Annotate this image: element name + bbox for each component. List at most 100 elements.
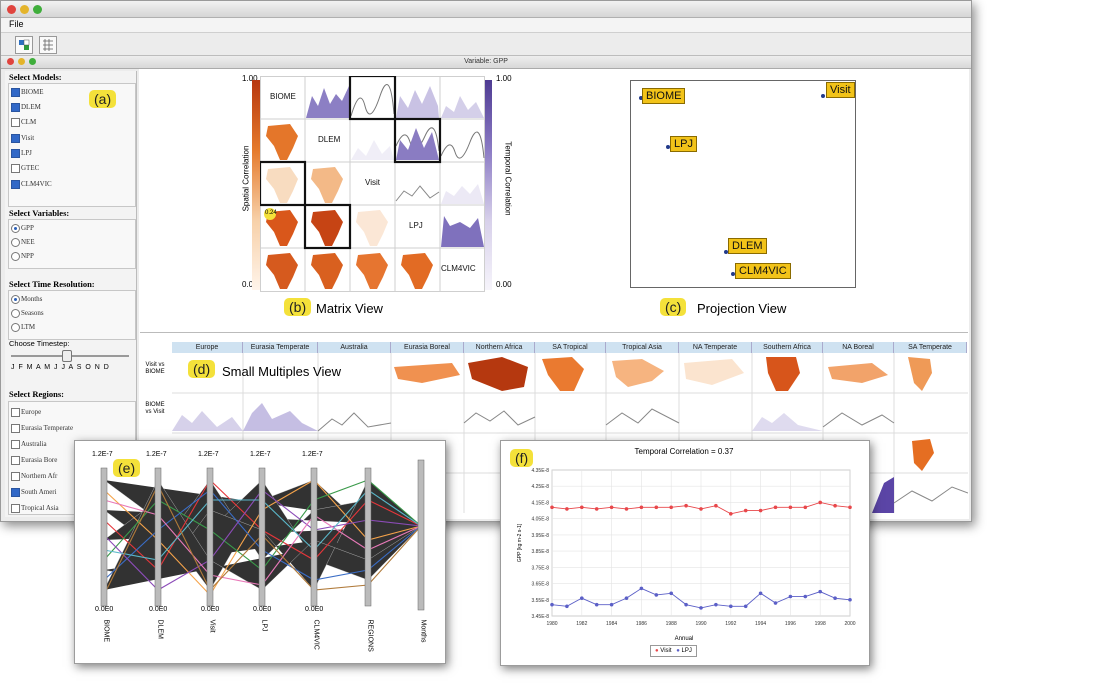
close-subwindow-button[interactable] xyxy=(7,58,14,65)
checkbox[interactable] xyxy=(11,456,20,465)
radio[interactable] xyxy=(11,323,20,332)
checkbox[interactable] xyxy=(11,488,20,497)
model-option[interactable]: CLM4VIC xyxy=(11,180,52,189)
region-option[interactable]: Europe xyxy=(11,408,41,417)
minimize-window-button[interactable] xyxy=(20,5,29,14)
region-header[interactable]: Eurasia Temperate xyxy=(243,342,318,353)
regions-heading: Select Regions: xyxy=(9,389,65,399)
region-header[interactable]: Australia xyxy=(318,342,391,353)
data-point-lpj xyxy=(818,589,822,594)
region-header[interactable]: Europe xyxy=(172,342,243,353)
region-header[interactable]: NA Boreal xyxy=(823,342,894,353)
checkbox[interactable] xyxy=(11,164,20,173)
time-option[interactable]: LTM xyxy=(11,323,35,332)
radio[interactable] xyxy=(11,252,20,261)
region-header[interactable]: NA Temperate xyxy=(679,342,752,353)
region-header[interactable]: Northern Africa xyxy=(464,342,535,353)
title-bar xyxy=(1,1,971,18)
file-menu[interactable]: File xyxy=(9,19,24,29)
time-heading: Select Time Resolution: xyxy=(9,279,95,289)
matrix-label-visit: Visit xyxy=(365,178,380,187)
checkbox[interactable] xyxy=(11,472,20,481)
region-option[interactable]: Australia xyxy=(11,440,47,449)
chart-legend: ● Visit ● LPJ xyxy=(650,645,697,657)
selected-cell-box[interactable] xyxy=(393,117,442,164)
timestep-slider-handle[interactable] xyxy=(62,350,72,362)
checkbox[interactable] xyxy=(11,408,20,417)
region-option[interactable]: Eurasia Bore xyxy=(11,456,57,465)
temporal-color-scale xyxy=(484,80,492,290)
radio[interactable] xyxy=(11,295,20,304)
row-label: Visit vs BIOME xyxy=(145,362,165,375)
checkbox[interactable] xyxy=(11,504,20,513)
region-header[interactable]: Southern Africa xyxy=(752,342,823,353)
zoom-subwindow-button[interactable] xyxy=(29,58,36,65)
region-option[interactable]: Tropical Asia xyxy=(11,504,59,513)
projection-label-dlem[interactable]: DLEM xyxy=(728,238,767,254)
selected-cell-box[interactable] xyxy=(348,76,397,121)
y-tick-label: 3.65E-8 xyxy=(531,582,549,588)
model-option[interactable]: LPJ xyxy=(11,149,32,158)
y-tick-label: 3.95E-8 xyxy=(531,533,549,539)
variable-option[interactable]: GPP xyxy=(11,224,34,233)
checkbox[interactable] xyxy=(11,118,20,127)
temporal-sparkline xyxy=(441,184,484,204)
model-option[interactable]: BIOME xyxy=(11,88,44,97)
x-tick-label: 1988 xyxy=(666,621,677,627)
americas-map xyxy=(401,253,433,289)
radio[interactable] xyxy=(11,238,20,247)
minimize-subwindow-button[interactable] xyxy=(18,58,25,65)
checkbox[interactable] xyxy=(11,103,20,112)
time-group: Months Seasons LTM xyxy=(8,290,136,340)
model-option[interactable]: CLM xyxy=(11,118,36,127)
region-header[interactable]: Eurasia Boreal xyxy=(391,342,464,353)
projection-label-lpj[interactable]: LPJ xyxy=(670,136,697,152)
scale-max-left: 1.00 xyxy=(242,74,258,83)
region-header[interactable]: SA Tropical xyxy=(535,342,606,353)
checkbox[interactable] xyxy=(11,149,20,158)
data-point-lpj xyxy=(580,596,584,600)
axis-label-months: Months xyxy=(419,619,427,643)
model-option[interactable]: GTEC xyxy=(11,164,39,173)
colormap-tool-button[interactable] xyxy=(15,36,33,54)
parallel-coordinates-plot xyxy=(100,459,425,611)
region-option[interactable]: Eurasia Temperate xyxy=(11,424,73,433)
y-tick-label: 4.25E-8 xyxy=(531,484,549,490)
axis-top-value: 1.2E-7 xyxy=(302,451,323,458)
data-point-lpj xyxy=(714,602,718,607)
data-point-lpj xyxy=(773,601,778,605)
chart-xlabel: Annual xyxy=(674,636,694,642)
region-option[interactable]: Northern Afr xyxy=(11,472,57,481)
variable-title: Variable: GPP xyxy=(464,58,508,65)
radio[interactable] xyxy=(11,224,20,233)
model-option[interactable]: Visit xyxy=(11,134,34,143)
time-option[interactable]: Seasons xyxy=(11,309,44,318)
variable-option[interactable]: NPP xyxy=(11,252,34,261)
projection-label-biome[interactable]: BIOME xyxy=(642,88,686,104)
americas-map xyxy=(356,253,388,289)
variable-option[interactable]: NEE xyxy=(11,238,35,247)
checkbox[interactable] xyxy=(11,88,20,97)
radio[interactable] xyxy=(11,309,20,318)
model-option[interactable]: DLEM xyxy=(11,103,41,112)
selected-cell-box[interactable] xyxy=(260,160,307,207)
time-option[interactable]: Months xyxy=(11,295,42,304)
region-header[interactable]: SA Temperate xyxy=(894,342,967,353)
checkbox[interactable] xyxy=(11,424,20,433)
region-option[interactable]: South Ameri xyxy=(11,488,57,497)
projection-label-visit[interactable]: Visit xyxy=(826,82,855,98)
projection-label-clm4vic[interactable]: CLM4VIC xyxy=(735,263,791,279)
checkbox[interactable] xyxy=(11,180,20,189)
checkbox[interactable] xyxy=(11,134,20,143)
selected-cell-box[interactable] xyxy=(303,203,352,250)
models-heading: Select Models: xyxy=(9,72,62,82)
close-window-button[interactable] xyxy=(7,5,16,14)
zoom-window-button[interactable] xyxy=(33,5,42,14)
projection-view-caption: Projection View xyxy=(697,301,787,316)
data-point-visit xyxy=(669,505,673,510)
spatial-correlation-label: Spatial Correlation xyxy=(241,145,251,212)
grid-tool-button[interactable] xyxy=(39,36,57,54)
checkbox[interactable] xyxy=(11,440,20,449)
x-tick-label: 1992 xyxy=(725,621,736,627)
region-header[interactable]: Tropical Asia xyxy=(606,342,679,353)
